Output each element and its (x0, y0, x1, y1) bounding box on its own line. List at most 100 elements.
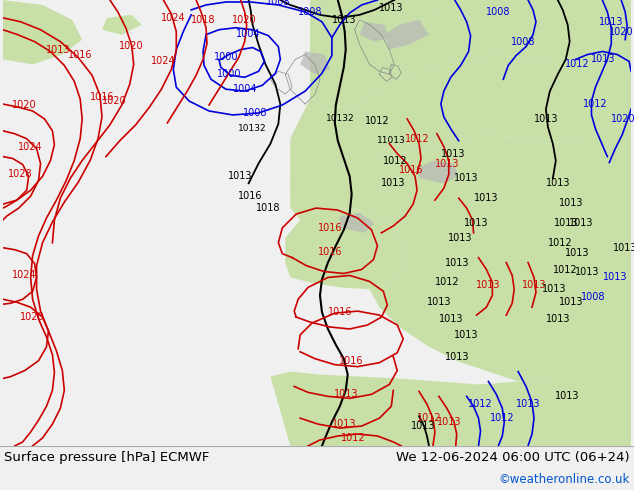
Polygon shape (359, 22, 389, 42)
Polygon shape (340, 213, 375, 233)
Text: 1016: 1016 (68, 50, 93, 60)
Text: 1013: 1013 (439, 314, 463, 324)
Text: 1012: 1012 (490, 413, 515, 423)
Text: 1008: 1008 (486, 7, 510, 17)
Text: 1008: 1008 (266, 0, 290, 7)
Text: 1008: 1008 (581, 292, 605, 302)
Polygon shape (384, 20, 429, 49)
Text: 1016: 1016 (399, 166, 424, 175)
Text: 1012: 1012 (547, 238, 572, 248)
Text: 1013: 1013 (437, 417, 461, 427)
Text: 1013: 1013 (411, 421, 436, 431)
Text: 1013: 1013 (444, 258, 469, 268)
Text: 1012: 1012 (404, 134, 429, 144)
Text: 1013: 1013 (448, 233, 473, 243)
Text: 1024: 1024 (161, 13, 186, 23)
Text: 1008: 1008 (243, 108, 268, 118)
Text: 1020: 1020 (101, 96, 126, 106)
Text: 1020: 1020 (119, 41, 144, 50)
Text: 1013: 1013 (332, 419, 356, 429)
Text: 1012: 1012 (583, 99, 608, 109)
Text: 11013: 11013 (377, 136, 406, 145)
Text: 1020: 1020 (20, 312, 45, 322)
Text: 1013: 1013 (455, 173, 479, 183)
Text: 1020: 1020 (611, 114, 634, 124)
Text: 1013: 1013 (434, 159, 459, 170)
Text: 1028: 1028 (8, 170, 33, 179)
Text: Surface pressure [hPa] ECMWF: Surface pressure [hPa] ECMWF (4, 451, 209, 465)
Text: 1013: 1013 (575, 268, 600, 277)
Text: 1013: 1013 (566, 247, 590, 258)
Polygon shape (271, 367, 631, 446)
Text: 1024: 1024 (151, 56, 176, 67)
Text: 1020: 1020 (232, 15, 257, 25)
Text: 1016: 1016 (328, 307, 352, 317)
Text: 1008: 1008 (298, 7, 322, 17)
Text: 1012: 1012 (434, 277, 459, 288)
Text: 1013: 1013 (534, 114, 558, 124)
Text: 1016: 1016 (90, 92, 114, 102)
Text: 1013: 1013 (427, 297, 451, 307)
Text: 1013: 1013 (516, 399, 540, 409)
Text: 1016: 1016 (339, 356, 364, 366)
Polygon shape (285, 208, 404, 289)
Polygon shape (300, 51, 330, 74)
Text: 1018: 1018 (191, 15, 216, 25)
Text: 1013: 1013 (555, 392, 580, 401)
Text: 1013: 1013 (379, 3, 404, 13)
Text: 1016: 1016 (318, 223, 342, 233)
Text: 1018: 1018 (256, 203, 281, 213)
Text: 1013: 1013 (455, 330, 479, 340)
Text: 1000: 1000 (214, 52, 238, 62)
Text: We 12-06-2024 06:00 UTC (06+24): We 12-06-2024 06:00 UTC (06+24) (396, 451, 630, 465)
Text: 1012: 1012 (566, 59, 590, 70)
Text: 1013: 1013 (228, 172, 253, 181)
Text: 1013: 1013 (559, 198, 584, 208)
Polygon shape (310, 0, 631, 109)
Text: 1013: 1013 (559, 297, 584, 307)
Text: 1012: 1012 (417, 413, 441, 423)
Text: 1013: 1013 (381, 178, 406, 188)
Text: ©weatheronline.co.uk: ©weatheronline.co.uk (498, 473, 630, 487)
Text: 1013: 1013 (441, 148, 465, 159)
Polygon shape (290, 35, 631, 193)
Text: 1020: 1020 (13, 100, 37, 110)
Text: 1012: 1012 (383, 155, 408, 166)
Text: 1013: 1013 (522, 280, 547, 291)
Text: 1020: 1020 (609, 27, 633, 37)
Polygon shape (3, 0, 82, 64)
Text: 1024: 1024 (13, 270, 37, 280)
Polygon shape (310, 0, 631, 40)
Text: 1013: 1013 (591, 54, 616, 65)
Text: 1013: 1013 (553, 218, 578, 228)
Polygon shape (102, 15, 141, 35)
Text: 1013: 1013 (444, 352, 469, 362)
Text: 1012: 1012 (468, 399, 493, 409)
Text: 1012: 1012 (341, 433, 366, 443)
Polygon shape (417, 161, 458, 183)
Text: 1004: 1004 (233, 84, 258, 94)
Text: 1013: 1013 (569, 218, 594, 228)
Text: 1013: 1013 (541, 284, 566, 294)
Text: 1013: 1013 (476, 280, 501, 291)
Text: 1000: 1000 (217, 69, 241, 79)
Text: 1008: 1008 (511, 37, 535, 47)
Text: 1004: 1004 (236, 29, 261, 39)
Text: 1013: 1013 (464, 218, 489, 228)
Polygon shape (290, 119, 631, 446)
Text: 1012: 1012 (365, 116, 390, 126)
Text: 10132: 10132 (238, 124, 267, 133)
Polygon shape (290, 159, 379, 193)
Text: 1012: 1012 (553, 265, 578, 274)
Text: 1016: 1016 (238, 191, 263, 201)
Text: 1013: 1013 (332, 15, 356, 25)
Text: 1024: 1024 (18, 142, 43, 151)
Text: 1013: 1013 (333, 390, 358, 399)
Text: 1013: 1013 (545, 314, 570, 324)
Text: 1013: 1013 (603, 272, 628, 282)
Text: 1013: 1013 (613, 243, 634, 253)
Text: 10132: 10132 (325, 114, 354, 123)
Text: 1016: 1016 (318, 246, 342, 257)
Text: 1013: 1013 (46, 45, 70, 54)
Text: 1013: 1013 (599, 17, 624, 27)
